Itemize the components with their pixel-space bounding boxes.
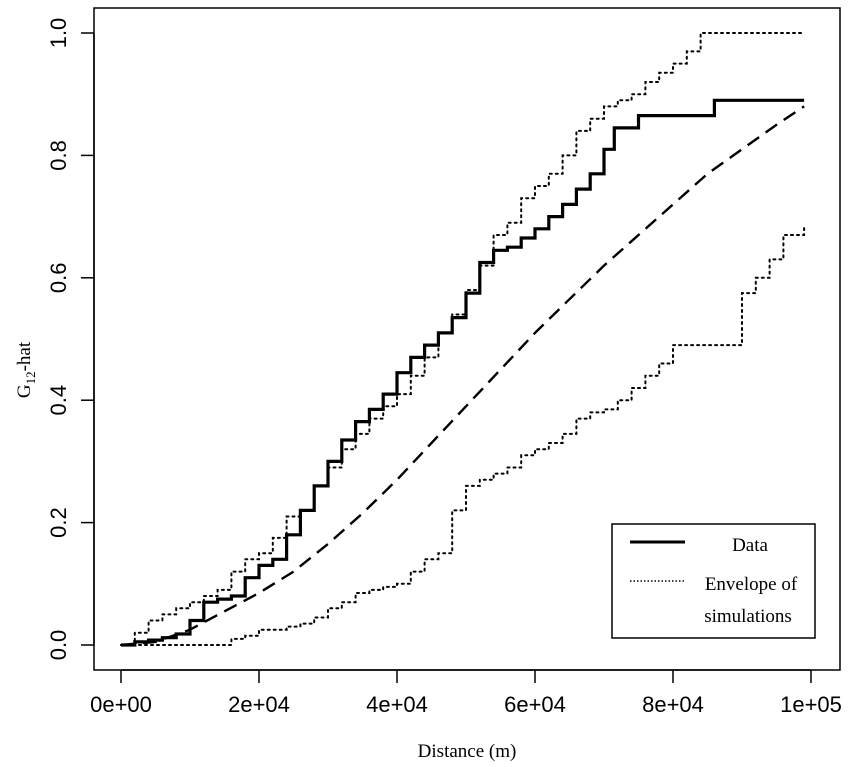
series-theoretical-line (120, 105, 805, 647)
y-axis-title-base: G (14, 384, 35, 398)
x-axis: 0e+00 2e+04 4e+04 6e+04 8e+04 1e+05 (90, 669, 842, 717)
legend-box (611, 523, 816, 639)
y-tick-label: 0.6 (46, 263, 71, 294)
y-axis: 0.0 0.2 0.4 0.6 0.8 1.0 (46, 18, 95, 661)
y-tick-label: 1.0 (46, 18, 71, 49)
x-tick-label: 4e+04 (366, 692, 428, 717)
legend-label-envelope-line2: simulations (704, 606, 792, 627)
legend: Data Envelope of simulations (611, 523, 816, 639)
series-envelope-upper-line (120, 32, 806, 646)
x-tick-label: 8e+04 (642, 692, 704, 717)
y-tick-label: 0.4 (46, 385, 71, 416)
y-tick-label: 0.2 (46, 507, 71, 538)
legend-label-data: Data (732, 535, 768, 556)
x-tick-label: 2e+04 (228, 692, 290, 717)
x-axis-title: Distance (m) (418, 741, 517, 762)
series-layer (120, 32, 806, 647)
x-tick-label: 0e+00 (90, 692, 152, 717)
x-tick-label: 6e+04 (504, 692, 566, 717)
legend-label-envelope-line1: Envelope of (705, 574, 798, 595)
series-data-line (121, 98, 805, 647)
y-tick-label: 0.0 (46, 630, 71, 661)
series-envelope-lower-line (120, 224, 806, 646)
y-axis-title-rest: -hat (14, 341, 35, 371)
y-axis-title-sub: 12 (23, 371, 38, 384)
y-tick-label: 0.8 (46, 140, 71, 171)
x-tick-label: 1e+05 (780, 692, 842, 717)
y-axis-title: G12-hat (14, 341, 38, 398)
